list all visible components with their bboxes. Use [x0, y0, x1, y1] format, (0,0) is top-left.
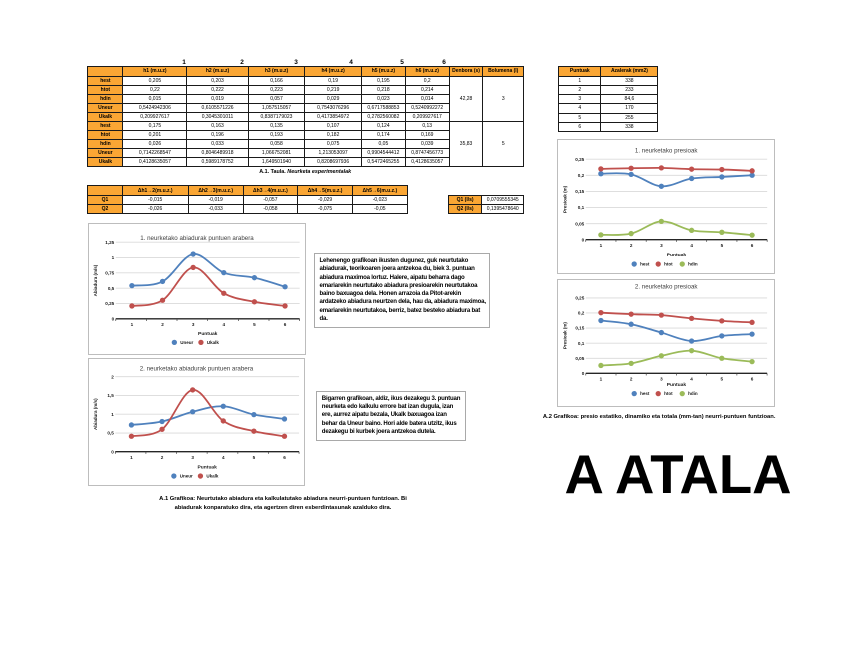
svg-text:1: 1	[599, 243, 602, 248]
svg-text:Uneur: Uneur	[180, 474, 193, 479]
svg-text:1: 1	[111, 255, 114, 260]
svg-text:Puntuak: Puntuak	[198, 465, 218, 471]
svg-text:2: 2	[112, 375, 115, 380]
svg-text:5: 5	[253, 322, 256, 327]
svg-text:4: 4	[222, 322, 225, 327]
svg-text:hdin: hdin	[688, 391, 698, 396]
svg-text:Ukalk: Ukalk	[207, 474, 220, 479]
svg-text:1,25: 1,25	[105, 240, 114, 245]
svg-text:htot: htot	[664, 262, 673, 267]
svg-text:0: 0	[112, 450, 115, 455]
svg-text:2: 2	[629, 243, 632, 248]
svg-text:0,15: 0,15	[575, 326, 584, 331]
svg-text:5: 5	[720, 376, 723, 381]
svg-text:0,1: 0,1	[577, 341, 584, 346]
svg-text:0,5: 0,5	[108, 431, 115, 436]
svg-text:htot: htot	[664, 391, 673, 396]
svg-text:1: 1	[130, 455, 133, 460]
svg-text:6: 6	[750, 243, 753, 248]
svg-text:2: 2	[629, 376, 632, 381]
svg-text:4: 4	[690, 376, 693, 381]
svg-text:2. neurketako abiadurak puntue: 2. neurketako abiadurak puntuen arabera	[140, 366, 254, 373]
svg-text:3: 3	[660, 376, 663, 381]
svg-text:Puntuak: Puntuak	[666, 253, 686, 259]
svg-text:2. neurketako presioak: 2. neurketako presioak	[634, 283, 698, 290]
svg-text:0,05: 0,05	[575, 222, 584, 227]
svg-text:1: 1	[599, 376, 602, 381]
svg-text:Puntuak: Puntuak	[198, 331, 218, 337]
svg-text:6: 6	[284, 455, 287, 460]
svg-text:0,75: 0,75	[105, 270, 114, 275]
svg-text:3: 3	[660, 243, 663, 248]
svg-text:1: 1	[130, 322, 133, 327]
svg-text:1,5: 1,5	[108, 393, 115, 398]
svg-text:0,2: 0,2	[577, 311, 584, 316]
svg-text:0,05: 0,05	[575, 356, 584, 361]
svg-text:Presioak (m): Presioak (m)	[562, 321, 567, 349]
svg-text:6: 6	[750, 376, 753, 381]
svg-text:2: 2	[161, 322, 164, 327]
svg-text:hest: hest	[640, 262, 650, 267]
svg-text:Ukalk: Ukalk	[207, 340, 220, 345]
svg-text:0,2: 0,2	[577, 173, 584, 178]
svg-text:0: 0	[581, 238, 584, 243]
svg-text:Puntuak: Puntuak	[666, 382, 686, 388]
svg-text:hest: hest	[640, 391, 650, 396]
svg-text:0: 0	[111, 316, 114, 321]
svg-text:4: 4	[690, 243, 693, 248]
svg-text:Abiadura (m/s): Abiadura (m/s)	[93, 398, 98, 430]
svg-text:3: 3	[192, 322, 195, 327]
svg-text:5: 5	[253, 455, 256, 460]
svg-text:1: 1	[112, 412, 115, 417]
svg-text:1. neurketako presioak: 1. neurketako presioak	[634, 148, 698, 155]
svg-text:1. neurketako abiadurak puntue: 1. neurketako abiadurak puntuen arabera	[140, 235, 254, 242]
svg-text:0,25: 0,25	[575, 157, 584, 162]
svg-text:6: 6	[284, 322, 287, 327]
svg-text:5: 5	[720, 243, 723, 248]
svg-text:0: 0	[581, 371, 584, 376]
svg-text:4: 4	[222, 455, 225, 460]
svg-text:0,25: 0,25	[575, 295, 584, 300]
svg-text:Abiadura (m/s): Abiadura (m/s)	[93, 264, 98, 296]
svg-text:0,5: 0,5	[108, 286, 115, 291]
svg-text:Uneur: Uneur	[180, 340, 193, 345]
svg-text:Presioak (m): Presioak (m)	[562, 186, 567, 214]
svg-text:0,15: 0,15	[575, 189, 584, 194]
svg-text:hdin: hdin	[688, 262, 698, 267]
svg-text:0,1: 0,1	[577, 206, 584, 211]
svg-text:2: 2	[161, 455, 164, 460]
svg-text:3: 3	[192, 455, 195, 460]
svg-text:0,25: 0,25	[105, 301, 114, 306]
